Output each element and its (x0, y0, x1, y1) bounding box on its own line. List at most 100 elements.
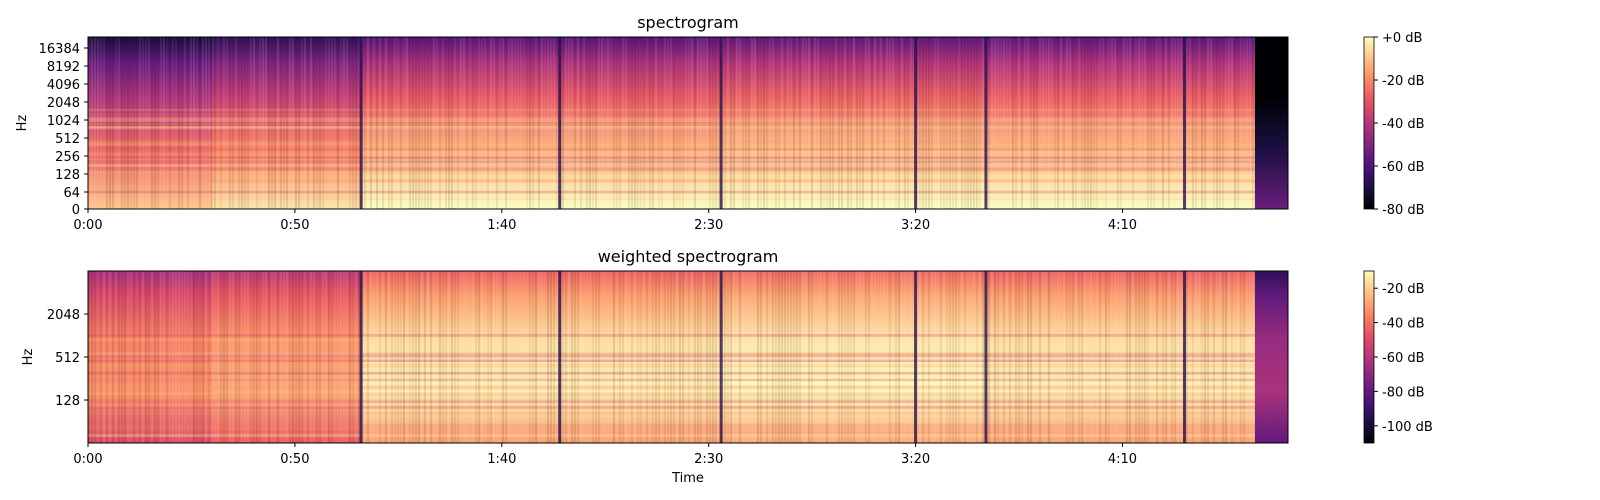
noise-stripe (865, 271, 867, 443)
noise-stripe (553, 271, 555, 443)
noise-stripe (511, 271, 513, 443)
noise-stripe (226, 271, 228, 443)
noise-stripe (448, 271, 450, 443)
noise-stripe (391, 37, 393, 209)
noise-stripe (544, 37, 546, 209)
noise-stripe (1195, 37, 1197, 209)
harmonic-band (88, 352, 1255, 357)
noise-stripe (367, 37, 369, 209)
noise-stripe (139, 37, 141, 209)
noise-stripe (322, 271, 324, 443)
noise-stripe (877, 271, 879, 443)
harmonic-band (88, 164, 1255, 167)
noise-stripe (994, 37, 996, 209)
noise-stripe (616, 271, 618, 443)
noise-stripe (1162, 37, 1164, 209)
noise-stripe (664, 37, 666, 209)
noise-stripe (1102, 37, 1104, 209)
noise-stripe (331, 37, 333, 209)
noise-stripe (799, 37, 801, 209)
noise-stripe (433, 271, 435, 443)
noise-stripe (130, 37, 132, 209)
noise-stripe (235, 271, 237, 443)
weighted-spectrogram-title: weighted spectrogram (598, 247, 779, 266)
harmonic-band (88, 160, 1255, 164)
noise-stripe (937, 271, 939, 443)
noise-stripe (445, 37, 447, 209)
noise-stripe (577, 271, 579, 443)
noise-stripe (397, 271, 399, 443)
noise-stripe (784, 37, 786, 209)
noise-stripe (1033, 271, 1035, 443)
noise-stripe (949, 271, 951, 443)
noise-stripe (1126, 37, 1128, 209)
noise-stripe (1039, 271, 1041, 443)
noise-stripe (154, 271, 156, 443)
noise-stripe (1225, 37, 1227, 209)
noise-stripe (967, 37, 969, 209)
noise-stripe (592, 271, 594, 443)
noise-stripe (175, 271, 177, 443)
noise-stripe (265, 271, 267, 443)
noise-stripe (886, 271, 888, 443)
noise-stripe (199, 37, 201, 209)
noise-stripe (1120, 37, 1122, 209)
noise-stripe (802, 271, 804, 443)
noise-stripe (220, 37, 222, 209)
noise-stripe (1045, 271, 1047, 443)
noise-stripe (583, 271, 585, 443)
noise-stripe (448, 37, 450, 209)
noise-stripe (193, 271, 195, 443)
noise-stripe (658, 37, 660, 209)
noise-stripe (505, 271, 507, 443)
noise-stripe (208, 271, 210, 443)
harmonic-band (88, 338, 1255, 342)
noise-stripe (547, 271, 549, 443)
noise-stripe (538, 37, 540, 209)
harmonic-band (88, 433, 1255, 438)
x-tick-label: 3:20 (901, 218, 930, 233)
spectrogram-heatmap (88, 37, 1288, 209)
noise-stripe (1207, 37, 1209, 209)
noise-stripe (556, 271, 558, 443)
noise-stripe (205, 271, 207, 443)
noise-stripe (508, 271, 510, 443)
noise-stripe (118, 37, 120, 209)
noise-stripe (274, 271, 276, 443)
noise-stripe (1141, 37, 1143, 209)
noise-stripe (754, 37, 756, 209)
noise-stripe (400, 271, 402, 443)
noise-stripe (667, 271, 669, 443)
harmonic-band (88, 197, 1255, 201)
noise-stripe (676, 37, 678, 209)
noise-stripe (193, 37, 195, 209)
noise-stripe (214, 271, 216, 443)
noise-stripe (94, 37, 96, 209)
noise-stripe (826, 37, 828, 209)
noise-stripe (394, 271, 396, 443)
noise-stripe (271, 271, 273, 443)
noise-stripe (505, 37, 507, 209)
noise-stripe (151, 37, 153, 209)
noise-stripe (157, 37, 159, 209)
noise-stripe (235, 37, 237, 209)
noise-stripe (955, 37, 957, 209)
noise-stripe (994, 271, 996, 443)
noise-stripe (334, 37, 336, 209)
noise-stripe (757, 37, 759, 209)
noise-stripe (1135, 271, 1137, 443)
noise-stripe (454, 37, 456, 209)
noise-stripe (397, 37, 399, 209)
noise-stripe (1177, 271, 1179, 443)
noise-stripe (913, 37, 915, 209)
noise-stripe (1204, 271, 1206, 443)
noise-stripe (412, 271, 414, 443)
y-tick-label: 0 (72, 203, 80, 218)
noise-stripe (454, 271, 456, 443)
noise-stripe (967, 271, 969, 443)
noise-stripe (856, 37, 858, 209)
noise-stripe (178, 37, 180, 209)
noise-stripe (148, 37, 150, 209)
noise-stripe (160, 37, 162, 209)
noise-stripe (460, 271, 462, 443)
